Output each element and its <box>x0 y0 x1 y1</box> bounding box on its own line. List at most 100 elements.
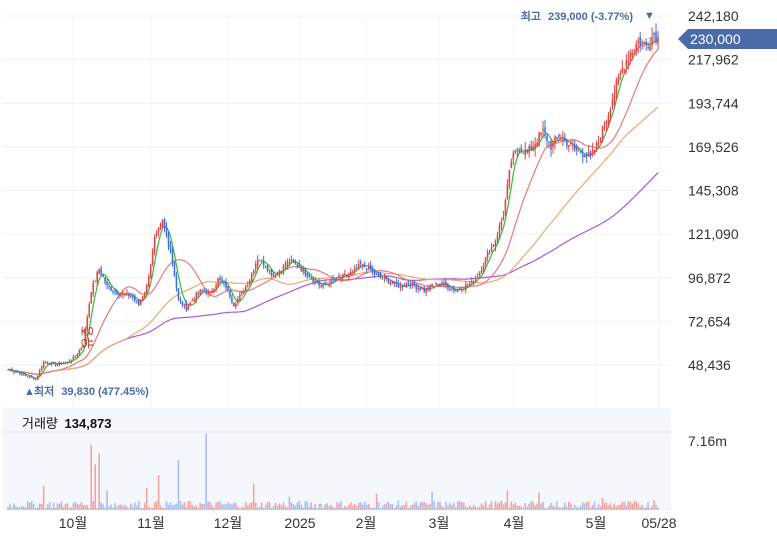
candle-body <box>502 216 505 220</box>
candle-body <box>566 140 568 146</box>
volume-bar <box>393 508 396 510</box>
candle-body <box>369 264 372 271</box>
volume-bar <box>306 501 309 510</box>
low-annotation: ▲ 최저 39,830 (477.45%) <box>24 384 149 398</box>
candle-body <box>286 261 289 267</box>
volume-bar <box>601 498 604 510</box>
volume-bar <box>369 507 372 510</box>
volume-bar <box>528 503 530 510</box>
volume-bar <box>399 506 402 510</box>
candle-body <box>472 282 475 284</box>
candle-body <box>46 362 49 364</box>
candle-body <box>498 225 501 235</box>
candle-body <box>76 354 79 357</box>
candle-body <box>457 289 459 292</box>
candle-body <box>332 278 334 281</box>
volume-bar <box>352 505 354 510</box>
volume-bar <box>363 501 366 510</box>
volume-bar <box>403 505 406 510</box>
volume-bar <box>607 505 610 510</box>
volume-bar <box>94 464 96 510</box>
high-annotation: 최고 239,000 (-3.77%) ▼ <box>521 9 655 23</box>
candle-body <box>260 259 263 261</box>
candle-body <box>191 300 194 302</box>
candle-body <box>328 284 330 286</box>
volume-bar <box>60 501 63 510</box>
candle-body <box>21 373 23 375</box>
candle-body <box>568 145 570 148</box>
candle-body <box>258 260 261 262</box>
candle-body <box>407 282 410 284</box>
volume-bar <box>613 503 616 510</box>
volume-bar <box>498 502 501 510</box>
candle-body <box>357 263 360 268</box>
volume-bar <box>540 503 542 510</box>
candle-body <box>320 285 322 287</box>
candle-body <box>114 291 116 293</box>
volume-bar <box>282 502 285 510</box>
volume-bar <box>589 507 592 510</box>
candle-body <box>361 263 364 266</box>
candle-body <box>84 329 87 345</box>
volume-bar <box>258 506 261 510</box>
volume-bar <box>62 507 65 510</box>
candle-body <box>603 126 606 128</box>
candle-body <box>270 269 273 276</box>
volume-bar <box>167 504 170 510</box>
volume-bar <box>86 505 89 510</box>
volume-bar <box>40 503 43 510</box>
volume-bar <box>544 507 546 510</box>
volume-bar <box>23 506 25 510</box>
volume-bar <box>199 503 202 510</box>
candle-body <box>520 147 523 151</box>
volume-bar <box>643 508 645 510</box>
date-tick-label: 10월 <box>59 515 87 531</box>
candle-body <box>637 40 639 44</box>
volume-bar <box>153 502 156 510</box>
volume-bar <box>558 507 560 510</box>
volume-bar <box>381 505 384 510</box>
volume-bar <box>532 502 534 510</box>
candle-body <box>282 265 285 271</box>
volume-bar <box>248 503 251 510</box>
volume-bar <box>187 501 190 510</box>
volume-bar <box>633 501 636 510</box>
candle-body <box>298 264 301 268</box>
price-tick-label: 96,872 <box>688 270 731 286</box>
volume-bar <box>522 507 525 510</box>
volume-bar <box>76 503 79 510</box>
volume-bar <box>304 501 307 510</box>
volume-bar <box>108 506 110 510</box>
candle-body <box>575 146 578 151</box>
volume-bar <box>338 503 340 510</box>
volume-bar <box>451 505 453 510</box>
candle-body <box>58 362 61 365</box>
candle-body <box>611 100 614 107</box>
volume-bar <box>445 501 447 510</box>
candle-body <box>151 249 154 265</box>
low-annotation-value: 39,830 (477.45%) <box>61 386 149 398</box>
volume-bar <box>635 501 638 510</box>
volume-bar <box>449 502 451 510</box>
volume-bar <box>268 502 271 510</box>
candle-body <box>56 363 59 366</box>
volume-bar <box>443 507 445 510</box>
volume-bar <box>330 504 332 510</box>
candle-body <box>7 369 9 371</box>
candle-body <box>453 288 455 291</box>
candle-body <box>552 141 554 148</box>
volume-bar <box>139 507 142 510</box>
volume-bar <box>328 506 330 510</box>
volume-bar <box>272 506 275 510</box>
candle-body <box>229 290 231 298</box>
volume-bar <box>350 502 352 510</box>
volume-bar <box>237 506 239 510</box>
candle-body <box>27 376 29 378</box>
candle-body <box>128 293 130 297</box>
candle-body <box>153 237 156 252</box>
volume-bar <box>433 501 435 510</box>
volume-bar <box>605 502 608 510</box>
candle-body <box>159 223 162 228</box>
volume-bar <box>575 506 578 510</box>
candle-body <box>136 300 138 302</box>
